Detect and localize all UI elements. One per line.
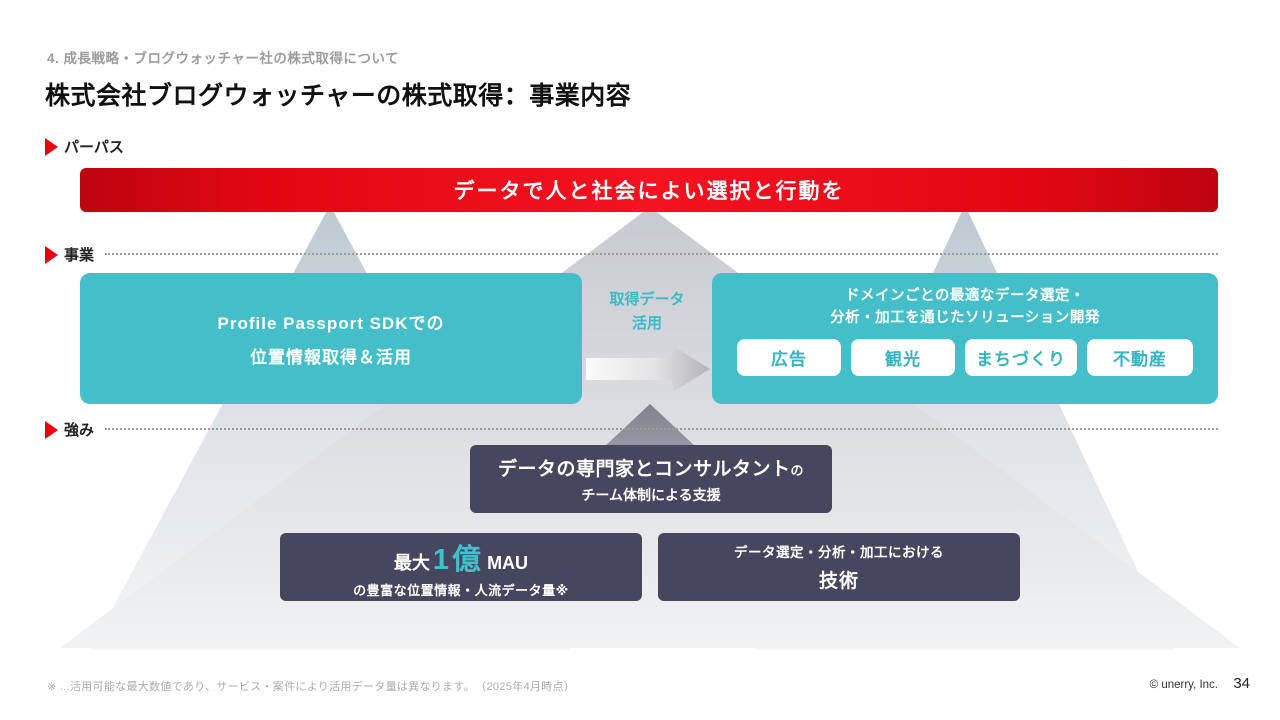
data-usage-line1: 取得データ bbox=[609, 291, 685, 308]
solution-heading: ドメインごとの最適なデータ選定・ 分析・加工を通じたソリューション開発 bbox=[830, 286, 1100, 330]
mau-suffix: MAU bbox=[487, 552, 529, 573]
business-label: 事業 bbox=[64, 247, 95, 264]
consultant-line2: チーム体制による支援 bbox=[581, 486, 721, 503]
right-arrow-icon bbox=[586, 346, 710, 392]
section-label: 4. 成長戦略・ブログウォッチャー社の株式取得について bbox=[47, 51, 399, 66]
footnote: ※ ...活用可能な最大数値であり、サービス・案件により活用データ量は異なります… bbox=[47, 681, 576, 693]
sdk-box-line2: 位置情報取得＆活用 bbox=[250, 348, 412, 367]
tech-box: データ選定・分析・加工における 技術 bbox=[658, 533, 1020, 601]
domain-tags: 広告 観光 まちづくり 不動産 bbox=[737, 338, 1193, 376]
tech-line2: 技術 bbox=[818, 571, 859, 592]
red-arrow-icon bbox=[45, 137, 58, 156]
business-dotted-line bbox=[105, 253, 1218, 255]
mau-line1: 最大 1億 MAU bbox=[394, 536, 528, 578]
mau-prefix: 最大 bbox=[393, 552, 430, 573]
tech-line1: データ選定・分析・加工における bbox=[734, 545, 944, 560]
purpose-label: パーパス bbox=[64, 139, 124, 156]
consultant-box: データの専門家とコンサルタントの チーム体制による支援 bbox=[470, 445, 832, 513]
red-arrow-icon bbox=[45, 245, 58, 264]
strength-row-label: 強み bbox=[45, 419, 94, 440]
copyright: © unerry, Inc. bbox=[1149, 679, 1218, 691]
mau-highlight: 1億 bbox=[432, 543, 485, 576]
tag-citybuilding: まちづくり bbox=[965, 338, 1077, 376]
sdk-box-line1: Profile Passport SDKでの bbox=[217, 314, 445, 333]
solution-heading-line1: ドメインごとの最適なデータ選定・ bbox=[845, 288, 1085, 304]
purpose-row-label: パーパス bbox=[45, 136, 124, 157]
business-row-label: 事業 bbox=[45, 244, 94, 265]
strength-label: 強み bbox=[64, 422, 95, 439]
data-usage-label: 取得データ 活用 bbox=[582, 288, 712, 336]
purpose-banner: データで人と社会によい選択と行動を bbox=[80, 168, 1218, 212]
solution-heading-line2: 分析・加工を通じたソリューション開発 bbox=[830, 309, 1100, 326]
strength-dotted-line bbox=[105, 428, 1218, 430]
data-usage-line2: 活用 bbox=[631, 315, 662, 332]
tag-advertising: 広告 bbox=[737, 338, 841, 376]
tag-tourism: 観光 bbox=[851, 338, 955, 376]
sdk-box: Profile Passport SDKでの 位置情報取得＆活用 bbox=[80, 273, 582, 404]
red-arrow-icon bbox=[45, 420, 58, 439]
solution-box: ドメインごとの最適なデータ選定・ 分析・加工を通じたソリューション開発 広告 観… bbox=[712, 273, 1218, 404]
mau-line2: の豊富な位置情報・人流データ量※ bbox=[353, 582, 569, 598]
page-title: 株式会社ブログウォッチャーの株式取得：事業内容 bbox=[45, 82, 632, 110]
mau-box: 最大 1億 MAU の豊富な位置情報・人流データ量※ bbox=[280, 533, 642, 601]
consultant-line1: データの専門家とコンサルタントの bbox=[497, 458, 805, 480]
tag-realestate: 不動産 bbox=[1087, 338, 1193, 376]
page-number: 34 bbox=[1233, 675, 1250, 692]
